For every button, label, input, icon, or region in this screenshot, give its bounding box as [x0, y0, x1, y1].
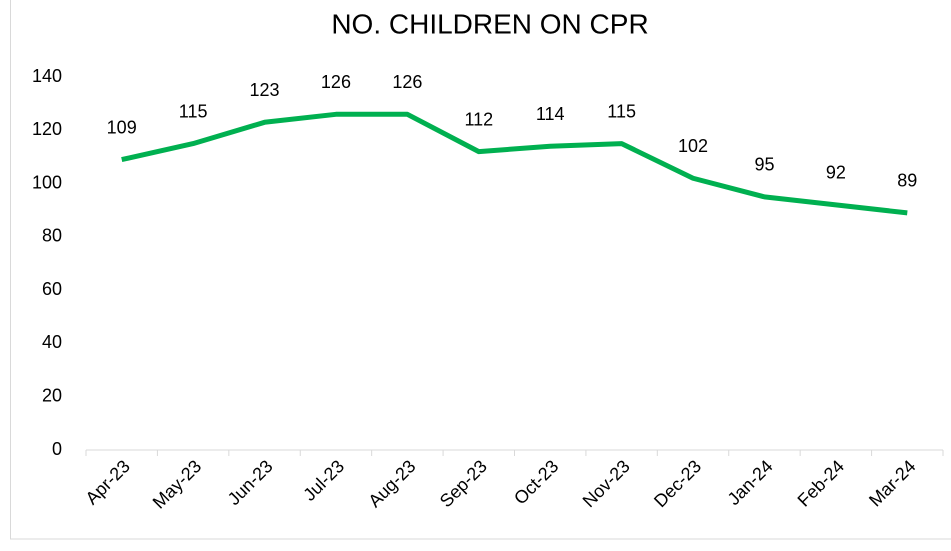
data-label: 89 — [897, 171, 917, 191]
y-tick-label: 120 — [32, 119, 62, 139]
data-label: 112 — [464, 109, 493, 129]
y-tick-label: 60 — [42, 279, 62, 299]
data-label: 114 — [536, 104, 565, 124]
data-line — [121, 111, 908, 216]
y-tick-label: 20 — [42, 385, 62, 405]
y-tick-label: 40 — [42, 332, 62, 352]
x-tick-label: Jun-23 — [224, 456, 277, 509]
data-label: 126 — [392, 72, 422, 92]
x-tick-label: Sep-23 — [436, 456, 491, 511]
x-tick-label: Dec-23 — [650, 456, 705, 511]
x-tick-label: Nov-23 — [579, 456, 634, 511]
chart-title: NO. CHILDREN ON CPR — [331, 8, 648, 39]
data-label: 115 — [607, 101, 636, 121]
data-label: 95 — [754, 155, 774, 175]
x-tick-label: Apr-23 — [82, 456, 134, 508]
x-tick-label: Jan-24 — [724, 456, 777, 509]
x-tick-label: May-23 — [149, 456, 206, 513]
y-tick-label: 0 — [52, 439, 62, 459]
data-label: 92 — [826, 163, 846, 183]
data-label: 115 — [179, 101, 208, 121]
data-label: 102 — [678, 136, 708, 156]
data-label: 126 — [321, 72, 351, 92]
x-tick-label: Feb-24 — [794, 456, 848, 510]
data-label: 123 — [250, 80, 280, 100]
x-tick-label: Oct-23 — [510, 456, 562, 508]
y-tick-label: 140 — [32, 66, 62, 86]
data-label: 109 — [107, 117, 137, 137]
y-tick-label: 80 — [42, 226, 62, 246]
y-tick-label: 100 — [32, 172, 62, 192]
x-tick-label: Aug-23 — [364, 456, 419, 511]
x-tick-label: Jul-23 — [299, 456, 348, 505]
chart-border — [10, 0, 951, 540]
x-tick-label: Mar-24 — [865, 456, 919, 510]
